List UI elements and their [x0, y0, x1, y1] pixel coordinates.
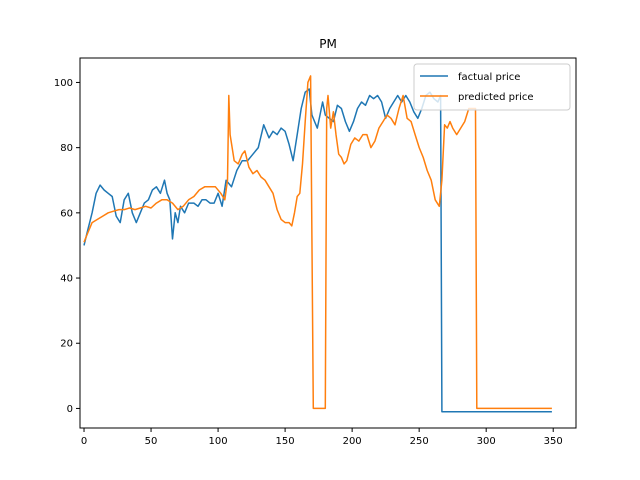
legend: factual price predicted price: [413, 63, 571, 111]
y-axis: 0 20 40 60 80 100: [54, 78, 80, 415]
y-tick-label: 80: [60, 143, 73, 154]
x-tick-label: 50: [145, 436, 158, 447]
legend-box: [413, 63, 571, 111]
y-tick-label: 100: [54, 78, 73, 89]
legend-label: predicted price: [458, 92, 534, 103]
y-tick-label: 40: [60, 274, 73, 285]
x-tick-label: 250: [410, 436, 429, 447]
series-line-factual-price: [83, 88, 552, 413]
y-tick-label: 20: [60, 339, 73, 350]
chart-title: PM: [319, 37, 337, 51]
y-tick-label: 60: [60, 208, 73, 219]
plot-lines: [83, 75, 552, 413]
x-axis: 0 50 100 150 200 250 300 350: [81, 428, 563, 447]
legend-label: factual price: [458, 72, 520, 83]
x-tick-label: 350: [544, 436, 563, 447]
x-tick-label: 0: [81, 436, 87, 447]
x-tick-label: 100: [209, 436, 228, 447]
x-tick-label: 300: [477, 436, 496, 447]
x-tick-label: 150: [276, 436, 295, 447]
x-tick-label: 200: [343, 436, 362, 447]
plot-frame: [79, 57, 577, 429]
y-tick-label: 0: [67, 404, 73, 415]
series-line-predicted-price: [83, 75, 552, 410]
